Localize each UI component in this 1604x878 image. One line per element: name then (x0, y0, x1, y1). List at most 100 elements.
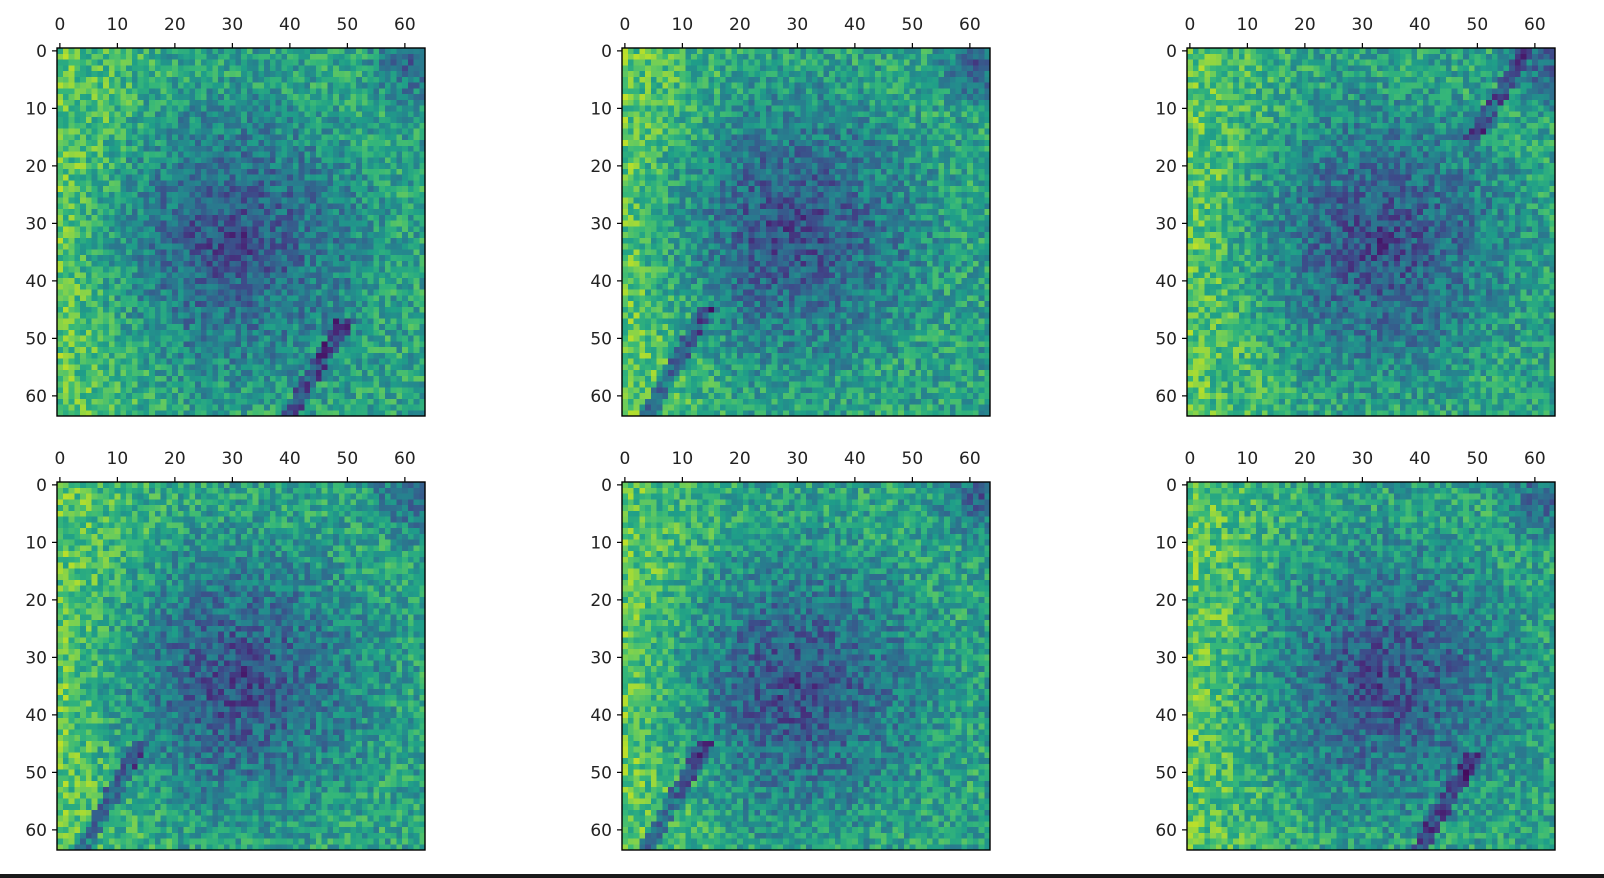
bottom-border (0, 874, 1604, 878)
y-tick-label: 0 (36, 476, 47, 496)
x-tick-label: 60 (1524, 449, 1546, 469)
heatmap-image (1187, 482, 1555, 850)
heatmap-image (622, 482, 990, 850)
x-tick-label: 50 (1467, 449, 1489, 469)
x-tick-label: 0 (54, 15, 65, 35)
heatmap-panel-6: 0 10 20 30 40 50 60 0 10 20 30 40 50 60 (1155, 449, 1556, 851)
x-tick-label: 60 (394, 15, 416, 35)
y-tick-label: 60 (1155, 387, 1177, 407)
heatmap-panel-5: 0 10 20 30 40 50 60 0 10 20 30 40 50 60 (590, 449, 991, 851)
y-tick-label: 30 (1155, 648, 1177, 668)
y-tick-label: 10 (1155, 533, 1177, 553)
axes-frame (56, 47, 426, 417)
x-tick-label: 50 (902, 15, 924, 35)
x-tick-label: 40 (844, 15, 866, 35)
y-tick-label: 20 (1155, 157, 1177, 177)
x-tick-label: 30 (787, 449, 809, 469)
y-tick-label: 60 (25, 387, 47, 407)
x-tick-label: 60 (394, 449, 416, 469)
x-tick-label: 20 (1294, 15, 1316, 35)
heatmap-image (622, 48, 990, 416)
y-tick-label: 50 (590, 329, 612, 349)
y-tick-label: 50 (25, 329, 47, 349)
x-tick-label: 20 (729, 15, 751, 35)
x-tick-label: 30 (1352, 15, 1374, 35)
y-tick-label: 40 (25, 706, 47, 726)
x-tick-label: 20 (164, 449, 186, 469)
heatmap-panel-1: 0 10 20 30 40 50 60 0 10 20 30 40 50 60 (25, 15, 426, 417)
y-tick-label: 0 (601, 42, 612, 62)
x-tick-label: 20 (729, 449, 751, 469)
x-tick-label: 10 (1237, 15, 1259, 35)
axes-frame (621, 47, 991, 417)
y-tick-label: 60 (590, 821, 612, 841)
y-tick-label: 0 (1166, 42, 1177, 62)
x-tick-label: 50 (337, 15, 359, 35)
y-tick-label: 20 (25, 591, 47, 611)
y-tick-label: 20 (25, 157, 47, 177)
y-tick-label: 50 (590, 763, 612, 783)
heatmap-panel-2: 0 10 20 30 40 50 60 0 10 20 30 40 50 60 (590, 15, 991, 417)
y-tick-label: 40 (590, 272, 612, 292)
y-tick-label: 30 (590, 648, 612, 668)
x-tick-label: 30 (222, 15, 244, 35)
x-tick-label: 10 (672, 15, 694, 35)
axes-frame (1186, 47, 1556, 417)
heatmap-image (57, 48, 425, 416)
x-tick-label: 10 (672, 449, 694, 469)
y-tick-label: 20 (590, 157, 612, 177)
x-tick-label: 40 (1409, 449, 1431, 469)
y-tick-label: 30 (25, 214, 47, 234)
x-tick-label: 10 (107, 449, 129, 469)
y-tick-label: 10 (25, 99, 47, 119)
y-tick-label: 50 (1155, 329, 1177, 349)
y-tick-label: 10 (25, 533, 47, 553)
y-tick-label: 20 (590, 591, 612, 611)
y-tick-label: 30 (590, 214, 612, 234)
y-tick-label: 60 (590, 387, 612, 407)
axes-frame (56, 481, 426, 851)
y-tick-label: 40 (25, 272, 47, 292)
x-tick-label: 10 (1237, 449, 1259, 469)
x-tick-label: 0 (619, 449, 630, 469)
axes-frame (621, 481, 991, 851)
y-tick-label: 60 (25, 821, 47, 841)
x-tick-label: 0 (619, 15, 630, 35)
y-tick-label: 60 (1155, 821, 1177, 841)
x-tick-label: 40 (279, 449, 301, 469)
x-tick-label: 30 (787, 15, 809, 35)
y-tick-label: 30 (25, 648, 47, 668)
heatmap-image (57, 482, 425, 850)
x-tick-label: 20 (1294, 449, 1316, 469)
y-tick-label: 40 (1155, 272, 1177, 292)
y-tick-label: 0 (1166, 476, 1177, 496)
y-tick-label: 50 (25, 763, 47, 783)
y-tick-label: 10 (1155, 99, 1177, 119)
y-tick-label: 10 (590, 99, 612, 119)
y-tick-label: 50 (1155, 763, 1177, 783)
x-tick-label: 10 (107, 15, 129, 35)
heatmap-panel-4: 0 10 20 30 40 50 60 0 10 20 30 40 50 60 (25, 449, 426, 851)
x-tick-label: 50 (337, 449, 359, 469)
y-tick-label: 0 (601, 476, 612, 496)
x-tick-label: 40 (279, 15, 301, 35)
heatmap-panel-3: 0 10 20 30 40 50 60 0 10 20 30 40 50 60 (1155, 15, 1556, 417)
x-tick-label: 0 (1184, 15, 1195, 35)
y-tick-label: 20 (1155, 591, 1177, 611)
y-tick-label: 10 (590, 533, 612, 553)
x-tick-label: 50 (1467, 15, 1489, 35)
x-tick-label: 60 (959, 15, 981, 35)
y-tick-label: 0 (36, 42, 47, 62)
x-tick-label: 60 (1524, 15, 1546, 35)
heatmap-image (1187, 48, 1555, 416)
x-tick-label: 40 (1409, 15, 1431, 35)
x-tick-label: 30 (222, 449, 244, 469)
y-tick-label: 40 (590, 706, 612, 726)
y-tick-label: 40 (1155, 706, 1177, 726)
y-tick-label: 30 (1155, 214, 1177, 234)
x-tick-label: 30 (1352, 449, 1374, 469)
x-tick-label: 20 (164, 15, 186, 35)
x-tick-label: 40 (844, 449, 866, 469)
x-tick-label: 60 (959, 449, 981, 469)
